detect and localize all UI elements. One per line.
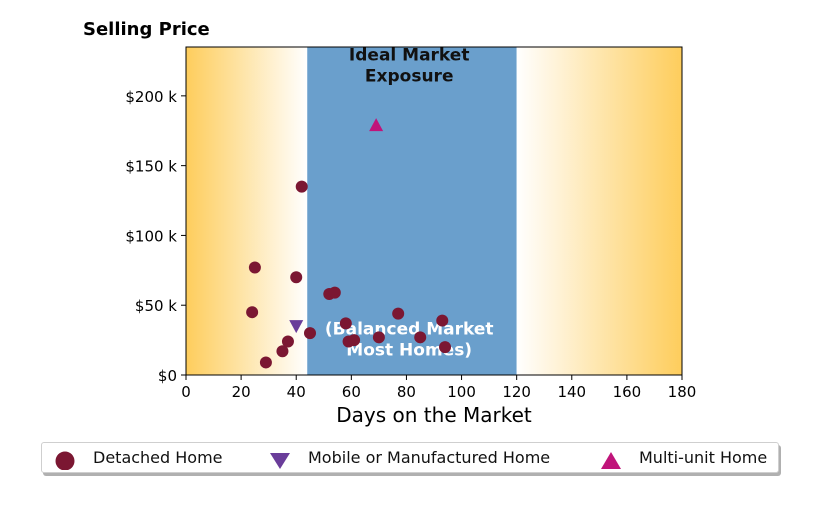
x-tick-label: 180 — [668, 383, 697, 401]
legend-label: Multi-unit Home — [639, 448, 768, 467]
legend: Detached Home Mobile or Manufactured Hom… — [41, 442, 779, 473]
triangle-up-marker-icon — [599, 446, 623, 470]
data-points — [246, 118, 452, 369]
data-point — [436, 314, 449, 327]
data-point — [276, 345, 289, 358]
data-point — [248, 261, 261, 274]
x-tick-label: 60 — [342, 383, 361, 401]
y-tick-label: $100 k — [125, 227, 177, 245]
x-axis-label: Days on the Market — [336, 403, 532, 427]
right-gradient-region — [516, 47, 682, 375]
left-gradient-region — [186, 47, 308, 375]
data-point — [281, 335, 294, 348]
data-point — [289, 320, 304, 334]
chart-title: Selling Price — [83, 19, 210, 40]
x-tick-label: 0 — [181, 383, 191, 401]
x-tick-label: 160 — [613, 383, 642, 401]
legend-item-detached: Detached Home — [53, 443, 223, 472]
y-tick-label: $200 k — [125, 88, 177, 106]
legend-label: Detached Home — [93, 448, 223, 467]
plot-background — [186, 47, 682, 375]
legend-label: Mobile or Manufactured Home — [308, 448, 551, 467]
annotation-text: Ideal Market Exposure — [349, 46, 470, 87]
x-tick-label: 140 — [557, 383, 586, 401]
data-point — [246, 306, 259, 319]
triangle-down-marker-icon — [268, 446, 292, 470]
x-tick-label: 100 — [447, 383, 476, 401]
x-axis: 0 20 40 60 80 100 120 140 160 180 — [181, 375, 696, 401]
data-point — [372, 331, 385, 344]
data-point — [392, 307, 405, 320]
y-axis: $0 $50 k $100 k $150 k $200 k — [125, 88, 186, 385]
legend-item-mobile: Mobile or Manufactured Home — [268, 443, 550, 472]
data-point — [295, 180, 308, 193]
x-tick-label: 20 — [232, 383, 251, 401]
x-tick-label: 80 — [397, 383, 416, 401]
data-point — [414, 331, 427, 344]
plot-frame — [185, 46, 683, 376]
data-point — [439, 341, 452, 354]
data-point — [290, 271, 303, 284]
y-tick-label: $0 — [158, 367, 177, 385]
data-point — [369, 118, 384, 132]
circle-marker-icon — [53, 446, 77, 470]
x-tick-label: 120 — [502, 383, 531, 401]
x-tick-label: 40 — [287, 383, 306, 401]
data-point — [259, 356, 272, 369]
data-point — [348, 334, 361, 347]
data-point — [328, 286, 341, 299]
y-tick-label: $150 k — [125, 158, 177, 176]
legend-item-multiunit: Multi-unit Home — [599, 443, 767, 472]
data-point — [304, 327, 316, 340]
y-tick-label: $50 k — [135, 297, 177, 315]
data-point — [339, 317, 352, 330]
